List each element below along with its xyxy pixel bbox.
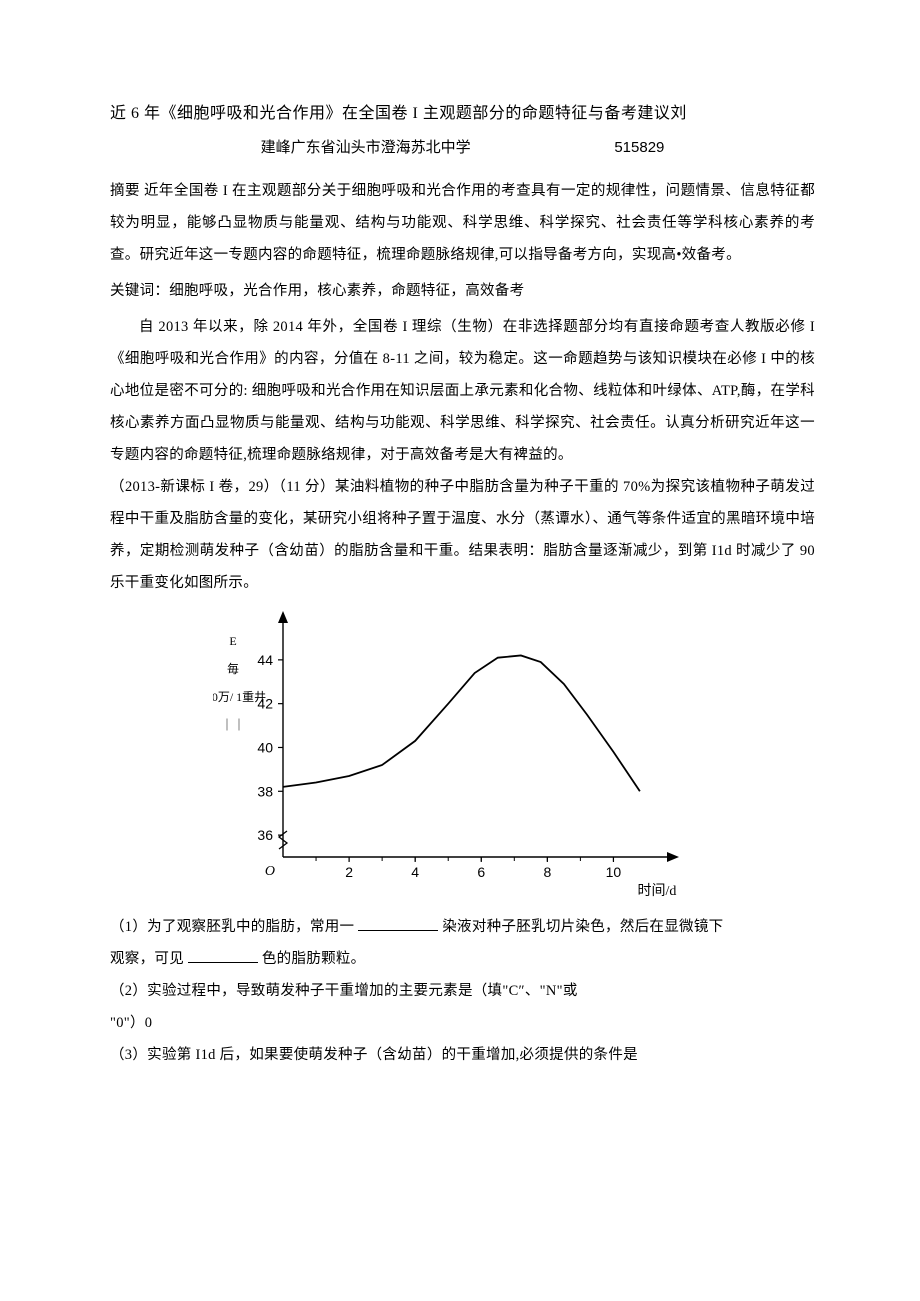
line-chart: 3638404244246810O时间/dE毎三0万/ 1重井｜｜ [213, 607, 713, 907]
question-1: （1）为了观察胚乳中的脂肪，常用一 染液对种子胚乳切片染色，然后在显微镜下 观察… [110, 911, 815, 975]
q2-part-b: "0"）0 [110, 1015, 152, 1031]
question-2: （2）实验过程中，导致萌发种子干重增加的主要元素是（填"C″、"N"或 "0"）… [110, 975, 815, 1039]
document-title: 近 6 年《细胞呼吸和光合作用》在全国卷 I 主观题部分的命题特征与备考建议刘 [110, 100, 815, 128]
svg-text:毎: 毎 [226, 661, 238, 676]
keywords: 关键词：细胞呼吸，光合作用，核心素养，命题特征，高效备考 [110, 275, 815, 307]
abstract: 摘要 近年全国卷 I 在主观题部分关于细胞呼吸和光合作用的考查具有一定的规律性，… [110, 175, 815, 271]
svg-text:8: 8 [543, 864, 551, 880]
q1-part-d: 色的脂肪颗粒。 [262, 951, 366, 967]
svg-text:4: 4 [411, 864, 419, 880]
svg-text:O: O [264, 864, 274, 879]
svg-text:三0万/ 1重井: 三0万/ 1重井 [213, 690, 266, 704]
body-para-1: 自 2013 年以来，除 2014 年外，全国卷 I 理综（生物）在非选择题部分… [110, 311, 815, 471]
q1-part-b: 染液对种子胚乳切片染色，然后在显微镜下 [442, 919, 723, 935]
svg-text:40: 40 [257, 739, 273, 755]
postcode: 515829 [614, 139, 664, 156]
body-para-2: （2013-新课标 I 卷，29）（11 分）某油料植物的种子中脂肪含量为种子干… [110, 471, 815, 599]
blank-1a [358, 917, 438, 932]
q1-part-a: （1）为了观察胚乳中的脂肪，常用一 [110, 919, 354, 935]
blank-1b [188, 949, 258, 964]
q1-part-c: 观察，可见 [110, 951, 188, 967]
q2-part-a: （2）实验过程中，导致萌发种子干重增加的主要元素是（填"C″、"N"或 [110, 983, 578, 999]
question-3: （3）实验第 I1d 后，如果要使萌发种子（含幼苗）的干重增加,必须提供的条件是 [110, 1039, 815, 1071]
svg-text:6: 6 [477, 864, 485, 880]
svg-text:｜｜: ｜｜ [220, 718, 244, 732]
svg-text:2: 2 [345, 864, 353, 880]
svg-text:44: 44 [257, 652, 273, 668]
svg-text:E: E [229, 634, 236, 648]
svg-text:36: 36 [257, 827, 273, 843]
chart-container: 3638404244246810O时间/dE毎三0万/ 1重井｜｜ [110, 607, 815, 907]
svg-text:10: 10 [605, 864, 621, 880]
author-school: 建峰广东省汕头市澄海苏北中学 [261, 140, 471, 156]
svg-text:38: 38 [257, 783, 273, 799]
subtitle-row: 建峰广东省汕头市澄海苏北中学 515829 [110, 136, 815, 157]
svg-text:时间/d: 时间/d [637, 883, 676, 899]
